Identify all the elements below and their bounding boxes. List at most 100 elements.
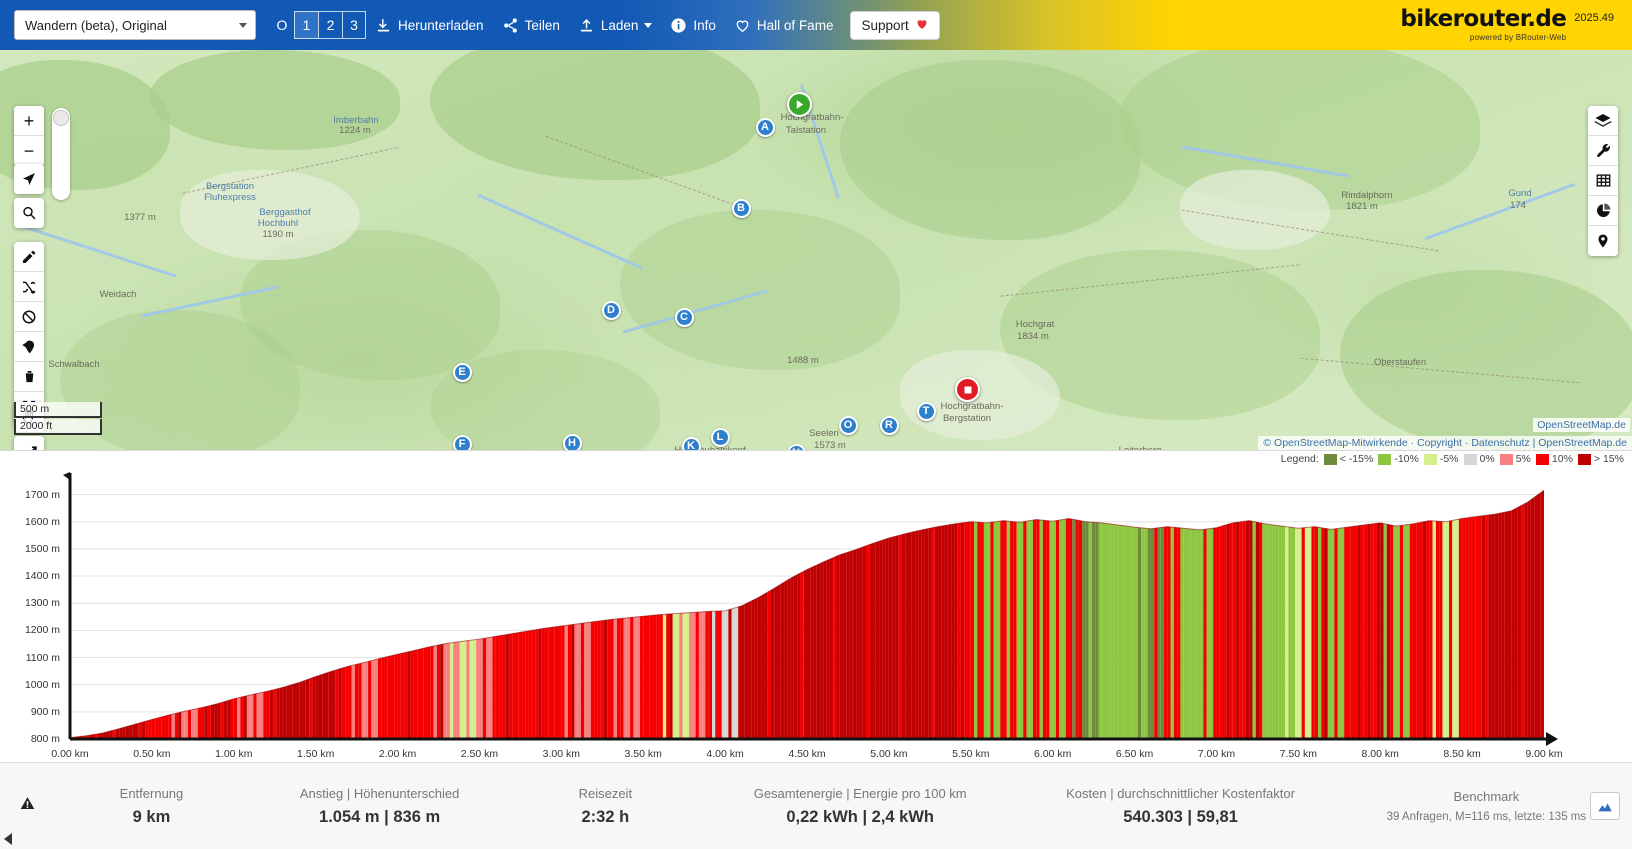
no-go-area-icon[interactable] <box>14 302 44 332</box>
map-scale-imperial: 2000 ft <box>14 419 102 435</box>
map-label: 1834 m <box>1017 331 1049 342</box>
legend-swatch <box>1378 453 1392 465</box>
load-button[interactable]: Laden <box>569 12 662 39</box>
map-edit-tools <box>14 242 44 422</box>
pin-drop-icon[interactable] <box>14 332 44 362</box>
support-button[interactable]: Support <box>850 10 940 40</box>
legend-item: -5% <box>1423 453 1459 465</box>
routing-profile-select[interactable]: Wandern (beta), Original <box>14 10 256 40</box>
legend-swatch <box>1499 453 1513 465</box>
brand-logo[interactable]: bikerouter.de powered by BRouter-Web 202… <box>1400 6 1624 43</box>
zoom-in-button[interactable]: + <box>14 106 44 136</box>
table-icon[interactable] <box>1588 166 1618 196</box>
x-axis-tick: 0.00 km <box>51 748 89 760</box>
scale-metric-label: 500 m <box>20 403 50 415</box>
map-label: Imberbahn <box>333 115 379 126</box>
legend-item: 10% <box>1535 453 1573 465</box>
zoom-slider-knob[interactable] <box>53 110 69 126</box>
stat-value: 0,22 kWh | 2,4 kWh <box>786 807 934 826</box>
alt-segment-2[interactable]: 2 <box>318 11 342 39</box>
zoom-slider[interactable] <box>52 108 70 200</box>
legend-item: 5% <box>1499 453 1531 465</box>
app-header: Wandern (beta), Original O 1 2 3 Herunte… <box>0 0 1632 50</box>
brand-name: bikerouter.de <box>1400 6 1567 32</box>
map-label: Hochbuhl <box>257 218 299 229</box>
route-stats-bar: Entfernung 9 km Anstieg | Höhenunterschi… <box>0 762 1632 849</box>
alt-segment-0[interactable]: O <box>276 17 288 33</box>
waypoint-marker-h[interactable]: H <box>562 433 582 450</box>
waypoint-marker-d[interactable]: D <box>601 300 621 320</box>
route-start-marker[interactable] <box>787 92 812 117</box>
attribution-link-contributors[interactable]: OpenStreetMap-Mitwirkende <box>1274 437 1408 449</box>
chart-toggle-button[interactable] <box>1590 792 1620 820</box>
map-zoom-controls: + − <box>14 106 44 166</box>
map-label: 1573 m <box>814 440 846 450</box>
warning-icon[interactable] <box>0 794 54 819</box>
waypoint-marker-e[interactable]: E <box>452 362 472 382</box>
x-axis-tick: 6.50 km <box>1115 748 1154 760</box>
map-label: Leiterberg <box>1100 445 1180 450</box>
waypoint-marker-o[interactable]: O <box>838 415 858 435</box>
x-axis-tick: 9.00 km <box>1525 748 1563 760</box>
locate-icon[interactable] <box>14 164 44 194</box>
upload-icon <box>578 17 595 34</box>
brand-tagline: powered by BRouter-Web <box>1469 33 1567 42</box>
load-label: Laden <box>600 17 639 33</box>
support-label: Support <box>861 17 909 33</box>
reverse-route-icon[interactable] <box>14 272 44 302</box>
heart-icon <box>915 17 929 34</box>
alt-segment-1[interactable]: 1 <box>294 11 318 39</box>
legend-label: 10% <box>1551 453 1573 465</box>
waypoint-marker-a[interactable]: A <box>755 117 775 137</box>
map-label: Rindalphorn <box>1341 190 1393 201</box>
waypoint-marker-r[interactable]: R <box>879 415 899 435</box>
elevation-chart-icon[interactable] <box>14 436 44 450</box>
y-axis-tick: 1300 m <box>24 597 60 610</box>
zoom-out-button[interactable]: − <box>14 136 44 166</box>
waypoint-marker-f[interactable]: F <box>452 434 472 450</box>
alt-segment-3[interactable]: 3 <box>342 11 366 39</box>
y-axis-tick: 1200 m <box>24 624 60 637</box>
draw-route-icon[interactable] <box>14 242 44 272</box>
waypoint-marker-l[interactable]: L <box>710 427 730 447</box>
waypoint-marker-b[interactable]: B <box>731 198 751 218</box>
y-axis-tick: 800 m <box>30 733 60 745</box>
elevation-chart[interactable] <box>0 465 1632 763</box>
hall-of-fame-button[interactable]: Hall of Fame <box>725 12 843 39</box>
pie-chart-icon[interactable] <box>1588 196 1618 226</box>
search-icon[interactable] <box>14 198 44 228</box>
stat-label: Entfernung <box>119 785 184 801</box>
stat-value: 1.054 m | 836 m <box>319 807 441 826</box>
map-label: Seelen <box>809 428 839 439</box>
map-label: Hochgratbahn- <box>940 401 1004 412</box>
hall-of-fame-label: Hall of Fame <box>756 17 834 33</box>
download-button[interactable]: Herunterladen <box>366 12 493 39</box>
map-label: Hochgratbahn- <box>780 112 844 123</box>
settings-wrench-icon[interactable] <box>1588 136 1618 166</box>
map-label: Berggasthof <box>259 207 311 218</box>
legend-swatch <box>1577 453 1591 465</box>
legend-item: < -15% <box>1323 453 1373 465</box>
stat-label: Benchmark <box>1453 789 1520 804</box>
marker-pin-icon[interactable] <box>1588 226 1618 256</box>
waypoint-marker-k[interactable]: K <box>681 436 701 450</box>
map-canvas[interactable]: Imberbahn 1224 m Bergstation Fluhexpress 137… <box>0 50 1632 450</box>
osm-badge[interactable]: OpenStreetMap.de <box>1533 418 1630 432</box>
attribution-link-osmde[interactable]: OpenStreetMap.de <box>1538 437 1627 449</box>
share-button[interactable]: Teilen <box>493 12 569 39</box>
waypoint-marker-t[interactable]: T <box>916 401 936 421</box>
share-label: Teilen <box>524 17 560 33</box>
route-end-marker[interactable] <box>955 377 980 402</box>
layers-icon[interactable] <box>1588 106 1618 136</box>
stat-value: 9 km <box>132 807 171 826</box>
waypoint-marker-c[interactable]: C <box>674 307 694 327</box>
delete-icon[interactable] <box>14 362 44 392</box>
share-icon <box>502 17 519 34</box>
attribution-link-privacy[interactable]: Datenschutz <box>1471 437 1530 449</box>
legend-item: -10% <box>1378 453 1419 465</box>
x-axis-tick: 2.50 km <box>460 748 499 760</box>
x-axis-tick: 1.00 km <box>215 748 253 760</box>
collapse-panel-arrow[interactable] <box>4 833 12 845</box>
info-button[interactable]: Info <box>661 12 725 39</box>
attribution-link-copyright[interactable]: Copyright <box>1417 437 1462 449</box>
